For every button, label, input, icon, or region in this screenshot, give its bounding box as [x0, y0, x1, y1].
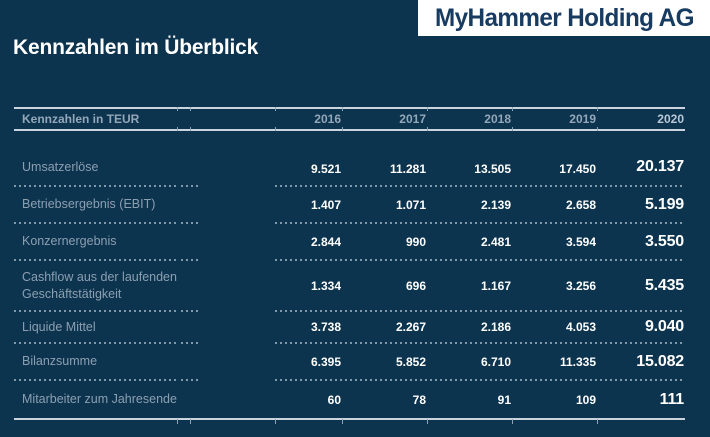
- table-row-liquide-mittel: Liquide Mittel 3.738 2.267 2.186 4.053 9…: [14, 312, 685, 342]
- table-cell: 1.071: [395, 197, 426, 212]
- row-label: Mitarbeiter zum Jahresende: [22, 392, 177, 406]
- table-cell: 6.710: [480, 354, 511, 369]
- column-header-year-2018: 2018: [484, 112, 511, 126]
- column-tick: [177, 419, 178, 424]
- table-cell: 11.281: [389, 162, 426, 176]
- table-cell: 1.167: [480, 278, 511, 293]
- table-row-bilanzsumme: Bilanzsumme 6.395 5.852 6.710 11.335 15.…: [14, 344, 685, 379]
- table-cell: 109: [575, 392, 596, 407]
- table-cell: 15.082: [636, 352, 684, 370]
- column-tick: [427, 419, 428, 424]
- table-cell: 3.550: [644, 232, 684, 250]
- table-cell: 2.658: [565, 197, 596, 212]
- table-cell: 2.186: [480, 320, 511, 334]
- table-row-umsatzerloese: Umsatzerlöse 9.521 11.281 13.505 17.450 …: [14, 131, 685, 185]
- column-tick: [177, 107, 178, 111]
- table-cell: 9.040: [644, 318, 684, 335]
- key-figures-table: Kennzahlen in TEUR 2016 2017 2018 2019 2…: [14, 107, 685, 424]
- table-cell: 1.407: [310, 197, 341, 212]
- column-tick: [512, 107, 513, 111]
- row-label: Cashflow aus der laufenden Geschäftstäti…: [22, 269, 177, 301]
- dotted-divider: [14, 379, 685, 381]
- table-cell: 91: [497, 392, 511, 407]
- column-header-year-2019: 2019: [569, 112, 596, 126]
- dotted-divider: [14, 185, 685, 187]
- column-tick: [342, 127, 343, 131]
- table-row-cashflow: Cashflow aus der laufenden Geschäftstäti…: [14, 261, 685, 310]
- dotted-divider: [14, 259, 685, 261]
- column-tick: [190, 107, 191, 111]
- row-label: Bilanzsumme: [22, 354, 98, 368]
- table-cell: 3.594: [565, 234, 596, 249]
- row-label: Betriebsergebnis (EBIT): [22, 197, 156, 211]
- column-header-year-2020: 2020: [657, 112, 684, 126]
- table-cell: 111: [659, 390, 685, 408]
- dotted-divider: [14, 222, 685, 224]
- row-label: Konzernergebnis: [22, 234, 117, 248]
- column-tick: [275, 419, 276, 424]
- row-label: Umsatzerlöse: [22, 160, 99, 174]
- table-cell: 5.435: [644, 276, 684, 294]
- page-title: Kennzahlen im Überblick: [13, 36, 259, 59]
- column-tick: [275, 127, 276, 131]
- table-cell: 60: [327, 392, 341, 407]
- column-header-year-2017: 2017: [399, 112, 426, 126]
- table-cell: 17.450: [559, 162, 596, 176]
- table-cell: 2.267: [395, 320, 426, 334]
- table-border-bottom: [14, 418, 685, 424]
- company-logo: MyHammer Holding AG: [418, 0, 710, 36]
- table-cell: 696: [405, 278, 426, 293]
- table-cell: 4.053: [565, 320, 596, 334]
- table-cell: 990: [405, 234, 426, 249]
- table-cell: 5.199: [644, 195, 684, 213]
- column-tick: [190, 127, 191, 131]
- table-row-mitarbeiter: Mitarbeiter zum Jahresende 60 78 91 109 …: [14, 381, 685, 418]
- column-tick: [177, 127, 178, 131]
- column-header-year-2016: 2016: [314, 112, 341, 126]
- table-cell: 5.852: [395, 354, 426, 369]
- dotted-divider: [14, 342, 685, 344]
- table-cell: 78: [412, 392, 426, 407]
- column-tick: [275, 107, 276, 111]
- column-tick: [427, 107, 428, 111]
- table-cell: 1.334: [310, 278, 341, 293]
- table-cell: 2.844: [310, 234, 341, 249]
- row-label: Liquide Mittel: [22, 319, 96, 334]
- table-cell: 3.738: [310, 320, 341, 334]
- column-tick: [342, 107, 343, 111]
- table-header-row: Kennzahlen in TEUR 2016 2017 2018 2019 2…: [14, 107, 685, 131]
- table-cell: 13.505: [474, 162, 511, 176]
- table-row-ebit: Betriebsergebnis (EBIT) 1.407 1.071 2.13…: [14, 187, 685, 222]
- column-tick: [597, 127, 598, 131]
- table-cell: 3.256: [565, 278, 596, 293]
- column-tick: [597, 419, 598, 424]
- column-tick: [342, 419, 343, 424]
- table-cell: 9.521: [310, 162, 341, 176]
- header-label: Kennzahlen in TEUR: [22, 112, 140, 126]
- table-cell: 2.139: [480, 197, 511, 212]
- table-row-konzernergebnis: Konzernergebnis 2.844 990 2.481 3.594 3.…: [14, 224, 685, 259]
- table-cell: 2.481: [480, 234, 511, 249]
- column-tick: [427, 127, 428, 131]
- column-tick: [512, 127, 513, 131]
- dotted-divider: [14, 310, 685, 312]
- column-tick: [512, 419, 513, 424]
- table-cell: 20.137: [636, 158, 684, 175]
- table-cell: 6.395: [310, 354, 341, 369]
- company-logo-text: MyHammer Holding AG: [434, 3, 694, 32]
- column-tick: [190, 419, 191, 424]
- table-cell: 11.335: [559, 354, 596, 369]
- column-tick: [597, 107, 598, 111]
